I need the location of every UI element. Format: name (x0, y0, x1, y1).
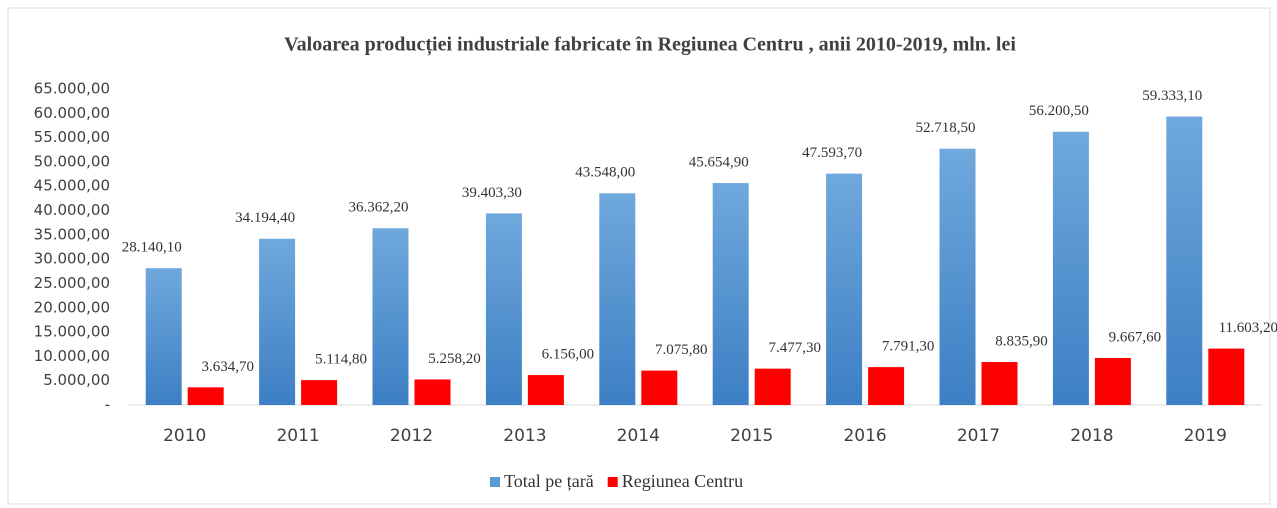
data-label: 11.603,20 (1219, 320, 1277, 336)
data-label: 3.634,70 (201, 359, 254, 375)
data-label: 56.200,50 (1029, 103, 1089, 119)
bar (754, 368, 791, 405)
y-tick-label: 30.000,00 (34, 250, 110, 268)
y-tick-label: 10.000,00 (34, 347, 110, 365)
legend-swatch (490, 477, 500, 487)
y-tick-label: 55.000,00 (34, 128, 110, 146)
bar (712, 183, 749, 405)
bar (187, 387, 224, 405)
y-tick-label: 40.000,00 (34, 201, 110, 219)
data-label: 39.403,30 (462, 185, 522, 201)
bar (1208, 348, 1245, 405)
x-tick-label: 2012 (390, 426, 433, 446)
y-tick-label: 5.000,00 (43, 371, 110, 389)
y-tick-label: 50.000,00 (34, 152, 110, 170)
x-tick-label: 2019 (1184, 426, 1227, 446)
bar (145, 268, 182, 405)
y-tick-label: 65.000,00 (34, 80, 110, 98)
legend-label: Regiunea Centru (622, 471, 743, 491)
y-tick-label: - (105, 396, 110, 414)
bar (868, 367, 905, 405)
bar (372, 228, 409, 405)
bar (939, 148, 976, 406)
y-tick-label: 20.000,00 (34, 298, 110, 316)
x-tick-label: 2018 (1070, 426, 1113, 446)
data-label: 45.654,90 (689, 154, 749, 170)
bar (301, 380, 338, 405)
x-tick-label: 2017 (957, 426, 1000, 446)
data-label: 7.477,30 (768, 340, 821, 356)
y-tick-label: 25.000,00 (34, 274, 110, 292)
data-label: 6.156,00 (542, 347, 595, 363)
data-label: 7.791,30 (882, 339, 935, 355)
data-label: 9.667,60 (1109, 329, 1162, 345)
data-label: 28.140,10 (122, 240, 182, 256)
x-tick-label: 2014 (617, 426, 660, 446)
data-label: 36.362,20 (349, 200, 409, 216)
legend-swatch (607, 477, 618, 487)
bar (414, 379, 451, 405)
y-tick-label: 45.000,00 (34, 177, 110, 195)
bar (981, 362, 1018, 405)
x-tick-label: 2010 (163, 426, 206, 446)
legend-label: Total pe țară (504, 471, 594, 491)
data-label: 34.194,40 (235, 210, 295, 226)
y-tick-label: 60.000,00 (34, 104, 110, 122)
x-tick-label: 2016 (843, 426, 886, 446)
bar (1166, 116, 1203, 405)
bar (259, 238, 296, 405)
data-label: 43.548,00 (575, 165, 635, 181)
bar (641, 370, 678, 405)
x-tick-label: 2015 (730, 426, 773, 446)
data-label: 7.075,80 (655, 342, 708, 358)
data-label: 8.835,90 (995, 333, 1048, 349)
x-tick-label: 2013 (503, 426, 546, 446)
bar (1052, 131, 1089, 405)
bar (599, 193, 636, 405)
data-label: 59.333,10 (1142, 88, 1202, 104)
bar (527, 375, 564, 405)
bar (485, 213, 522, 405)
chart-title: Valoarea producției industriale fabricat… (284, 34, 1016, 57)
y-tick-label: 15.000,00 (34, 323, 110, 341)
bar (1094, 358, 1131, 405)
data-label: 5.258,20 (428, 351, 481, 367)
data-label: 47.593,70 (802, 145, 862, 161)
data-label: 52.718,50 (916, 120, 976, 136)
data-label: 5.114,80 (315, 352, 367, 368)
bar (826, 173, 863, 405)
y-tick-label: 35.000,00 (34, 225, 110, 243)
x-tick-label: 2011 (276, 426, 319, 446)
